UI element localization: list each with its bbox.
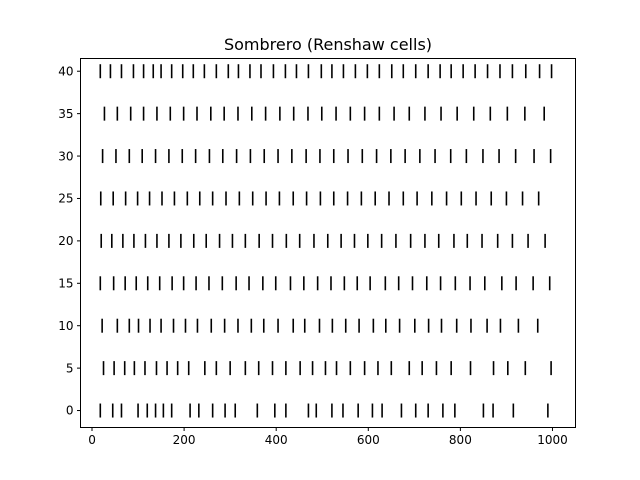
spike-raster <box>99 64 553 418</box>
x-tick-label: 0 <box>88 433 96 447</box>
x-tick-label: 200 <box>173 433 196 447</box>
y-tick-label: 10 <box>58 319 73 333</box>
x-axis: 0 200 400 600 800 1000 <box>88 427 568 447</box>
chart-title: Sombrero (Renshaw cells) <box>224 35 432 54</box>
y-tick-label: 20 <box>58 234 73 248</box>
plot-frame <box>80 58 576 428</box>
y-tick-label: 25 <box>58 192 73 206</box>
y-tick-label: 30 <box>58 149 73 163</box>
y-tick-label: 0 <box>66 404 74 418</box>
x-tick-label: 1000 <box>537 433 568 447</box>
x-tick-label: 800 <box>449 433 472 447</box>
y-axis: 0 5 10 15 20 25 30 35 40 <box>58 64 81 418</box>
y-tick-label: 5 <box>66 361 74 375</box>
y-tick-label: 15 <box>58 276 73 290</box>
x-tick-label: 400 <box>265 433 288 447</box>
y-tick-label: 35 <box>58 107 73 121</box>
x-tick-label: 600 <box>357 433 380 447</box>
y-tick-label: 40 <box>58 64 73 78</box>
